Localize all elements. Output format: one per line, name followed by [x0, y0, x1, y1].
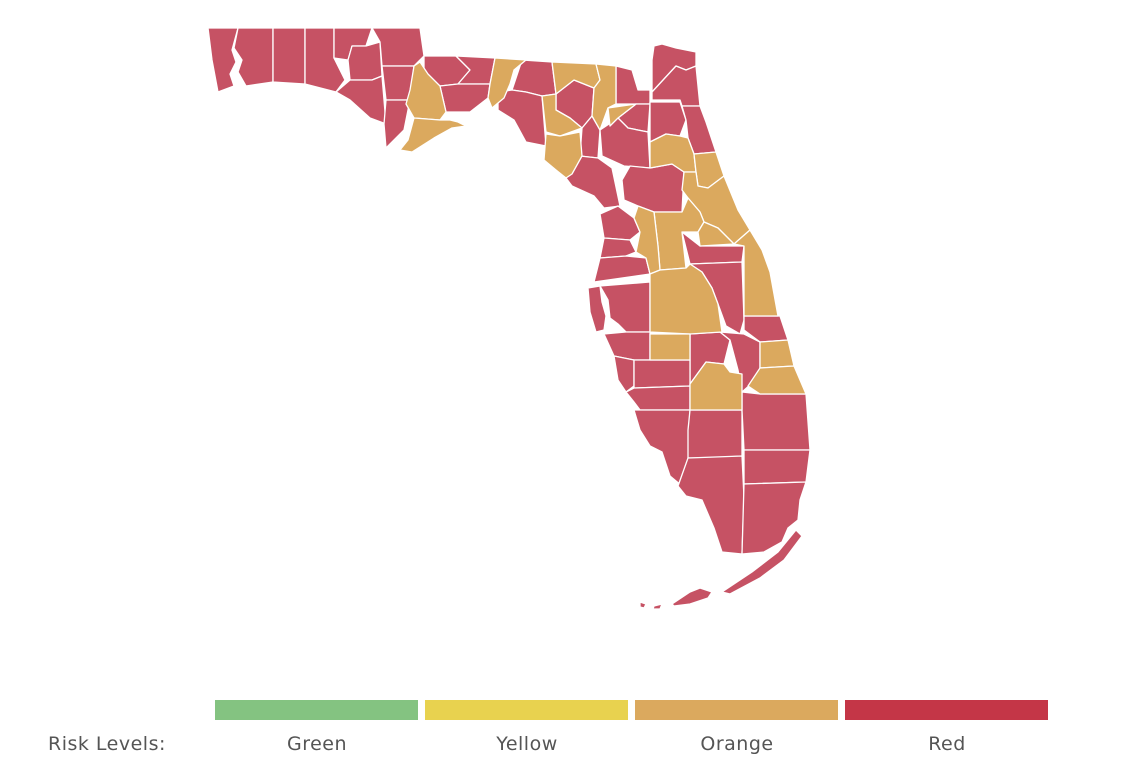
county-marion[interactable]	[621, 163, 685, 213]
county-franklin[interactable]	[399, 117, 467, 153]
florida-county-map	[207, 27, 811, 610]
county-lafayette[interactable]	[541, 93, 583, 137]
legend-label-green: Green	[286, 733, 348, 755]
county-gulf[interactable]	[383, 99, 411, 149]
county-hendry[interactable]	[687, 409, 743, 459]
county-pasco[interactable]	[593, 255, 651, 283]
county-sumter[interactable]	[633, 205, 661, 275]
legend-swatch-green	[215, 700, 418, 720]
legend-swatch-orange	[635, 700, 838, 720]
county-monroe-islet-2[interactable]	[652, 603, 663, 610]
county-monroe-island[interactable]	[671, 587, 713, 607]
county-escambia[interactable]	[207, 27, 239, 93]
legend-title: Risk Levels:	[48, 733, 166, 755]
county-jefferson[interactable]	[487, 57, 527, 109]
legend-swatch-yellow	[425, 700, 628, 720]
county-charlotte[interactable]	[625, 385, 691, 411]
county-bay[interactable]	[335, 75, 387, 125]
county-hillsborough[interactable]	[599, 281, 651, 333]
county-miami-dade[interactable]	[741, 481, 807, 555]
county-citrus[interactable]	[599, 205, 641, 241]
legend-label-yellow: Yellow	[496, 733, 558, 755]
county-taylor[interactable]	[497, 89, 547, 147]
county-desoto[interactable]	[633, 359, 691, 389]
county-brevard[interactable]	[733, 229, 779, 317]
county-pinellas[interactable]	[587, 285, 607, 333]
county-hernando[interactable]	[599, 237, 637, 259]
county-union[interactable]	[607, 103, 637, 127]
county-palm-beach[interactable]	[741, 391, 811, 451]
county-manatee[interactable]	[603, 331, 651, 361]
county-broward[interactable]	[743, 449, 811, 485]
county-alachua[interactable]	[599, 117, 651, 169]
county-santa-rosa[interactable]	[233, 27, 274, 87]
county-levy[interactable]	[565, 155, 621, 209]
county-dixie[interactable]	[543, 131, 583, 179]
county-orange[interactable]	[681, 231, 745, 265]
county-monroe-keys[interactable]	[721, 529, 803, 595]
county-washington[interactable]	[347, 41, 383, 81]
county-collier[interactable]	[677, 455, 745, 555]
county-st-lucie[interactable]	[759, 339, 795, 369]
legend-swatch-red	[845, 700, 1048, 720]
county-columbia[interactable]	[591, 63, 617, 131]
county-hardee[interactable]	[649, 333, 691, 361]
legend-label-red: Red	[928, 733, 966, 755]
county-baker[interactable]	[615, 65, 651, 105]
county-wakulla[interactable]	[439, 83, 491, 113]
county-glades[interactable]	[689, 361, 743, 411]
legend-label-orange: Orange	[700, 733, 774, 755]
county-okaloosa[interactable]	[272, 27, 306, 85]
county-sarasota[interactable]	[613, 355, 635, 393]
county-polk[interactable]	[649, 263, 723, 335]
county-seminole[interactable]	[697, 221, 735, 247]
county-monroe-islet-1[interactable]	[639, 601, 647, 609]
county-martin[interactable]	[747, 365, 807, 395]
